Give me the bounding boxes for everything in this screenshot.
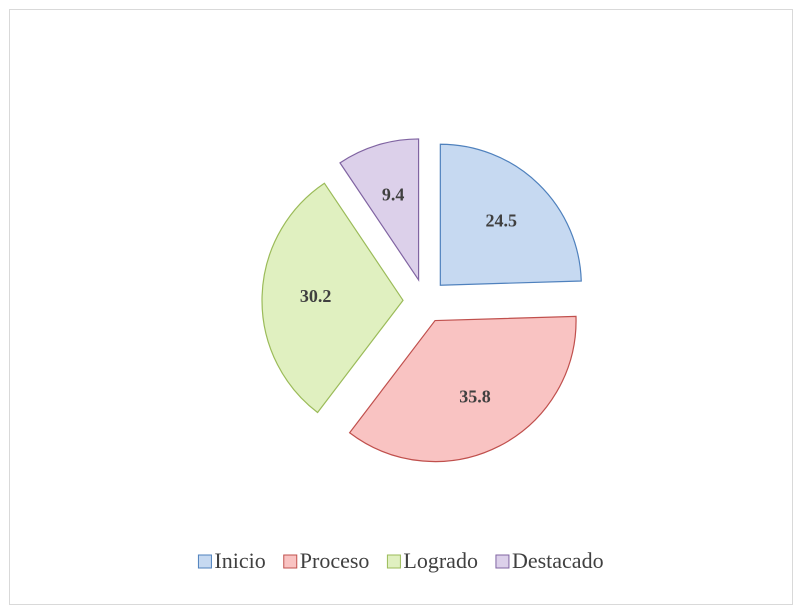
legend-swatch	[386, 554, 401, 569]
pie-slice	[339, 138, 420, 282]
pie-slice	[439, 143, 582, 286]
legend-swatch	[283, 554, 298, 569]
legend-label: Inicio	[214, 548, 265, 573]
legend-swatch	[495, 554, 510, 569]
pie-slice	[261, 182, 404, 414]
legend-label: Destacado	[512, 548, 604, 573]
data-label: 9.4	[382, 184, 405, 204]
chart-border	[9, 9, 793, 605]
pie-slice	[348, 315, 577, 463]
legend-label: Proceso	[300, 548, 370, 573]
legend: Inicio Proceso Logrado Destacado	[197, 548, 604, 573]
data-label: 24.5	[485, 211, 517, 231]
legend-swatch	[197, 554, 212, 569]
legend-label: Logrado	[403, 548, 478, 573]
data-label: 30.2	[300, 286, 332, 306]
data-label: 35.8	[459, 386, 491, 406]
